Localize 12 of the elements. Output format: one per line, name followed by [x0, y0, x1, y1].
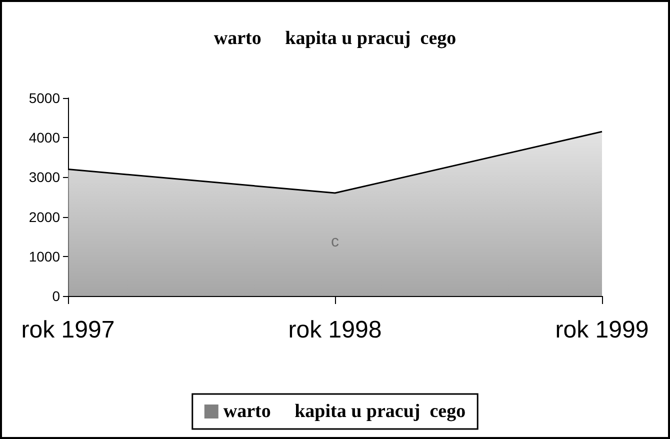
x-tick-label: rok 1997 [21, 316, 115, 344]
y-tick-label: 5000 [28, 90, 60, 106]
y-tick-label: 4000 [28, 130, 60, 146]
y-tick-label: 1000 [28, 248, 60, 264]
y-tick-label: 2000 [28, 208, 60, 225]
x-tick-label: rok 1999 [555, 316, 649, 344]
chart-title: warto kapita u pracuj cego [214, 28, 456, 49]
x-tick-label: rok 1998 [288, 316, 382, 344]
y-tick-label: 0 [52, 288, 60, 304]
legend-label: warto kapita u pracuj cego [223, 401, 466, 422]
y-tick-label: 3000 [28, 169, 60, 186]
annotation: c [331, 234, 339, 250]
